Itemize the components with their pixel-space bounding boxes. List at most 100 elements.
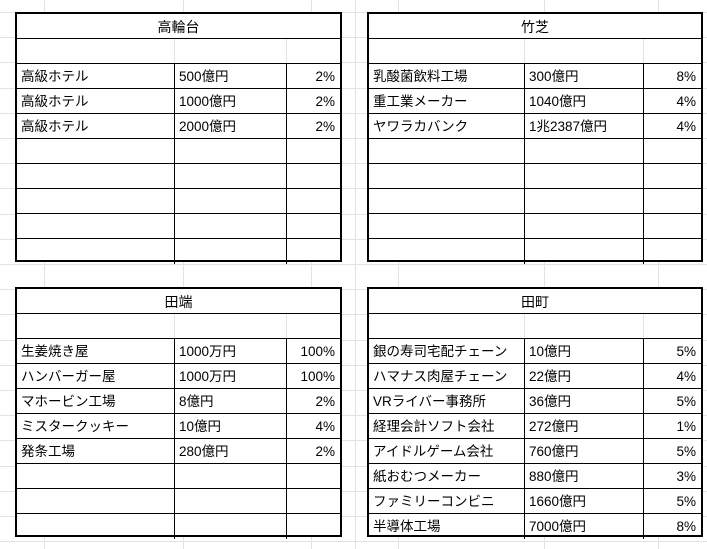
cell-business-name[interactable]	[369, 139, 525, 163]
cell-percent[interactable]: 5%	[676, 343, 696, 359]
cell-amount[interactable]: 880億円	[525, 464, 644, 488]
cell-business-name[interactable]: VRライバー事務所	[369, 389, 525, 413]
cell-business-name[interactable]: マホービン工場	[17, 389, 175, 413]
cell-percent[interactable]: 5%	[676, 493, 696, 509]
cell-amount[interactable]	[525, 164, 644, 188]
cell-percent[interactable]	[644, 164, 701, 188]
cell-amount[interactable]: 760億円	[525, 439, 644, 463]
cell-business-name[interactable]: 高級ホテル	[17, 64, 175, 88]
cell-amount[interactable]: 1660億円	[525, 489, 644, 513]
cell-business-name[interactable]: ハンバーガー屋	[17, 364, 175, 388]
cell-amount[interactable]	[525, 214, 644, 238]
cell-amount[interactable]: 1040億円	[525, 89, 644, 113]
cell-business-name[interactable]: ハマナス肉屋チェーン	[369, 364, 525, 388]
cell-percent[interactable]	[287, 489, 340, 513]
cell-amount[interactable]: 500億円	[175, 64, 287, 88]
spacer-cell[interactable]	[525, 314, 644, 338]
cell-business-name[interactable]: 銀の寿司宅配チェーン	[369, 339, 525, 363]
spacer-cell[interactable]	[525, 39, 644, 63]
spacer-cell[interactable]	[17, 314, 175, 338]
cell-percent[interactable]: 4%	[676, 118, 696, 134]
cell-business-name[interactable]: 乳酸菌飲料工場	[369, 64, 525, 88]
cell-business-name[interactable]	[17, 239, 175, 264]
table-header-row[interactable]: 田端	[17, 289, 340, 314]
cell-percent[interactable]: 5%	[676, 393, 696, 409]
spacer-cell[interactable]	[175, 314, 287, 338]
cell-amount[interactable]: 7000億円	[525, 514, 644, 539]
cell-business-name[interactable]: ファミリーコンビニ	[369, 489, 525, 513]
spacer-cell[interactable]	[175, 39, 287, 63]
cell-business-name[interactable]	[17, 164, 175, 188]
cell-percent[interactable]	[287, 139, 340, 163]
cell-percent[interactable]: 8%	[676, 68, 696, 84]
spacer-cell[interactable]	[644, 39, 701, 63]
cell-amount[interactable]: 36億円	[525, 389, 644, 413]
cell-business-name[interactable]	[17, 139, 175, 163]
cell-amount[interactable]	[175, 214, 287, 238]
cell-percent[interactable]	[287, 214, 340, 238]
cell-amount[interactable]	[175, 239, 287, 264]
cell-amount[interactable]	[525, 189, 644, 213]
cell-percent[interactable]	[287, 164, 340, 188]
cell-percent[interactable]: 4%	[315, 418, 335, 434]
cell-percent[interactable]: 2%	[315, 118, 335, 134]
cell-amount[interactable]: 1兆2387億円	[525, 114, 644, 138]
cell-percent[interactable]	[287, 514, 340, 539]
cell-percent[interactable]	[287, 189, 340, 213]
table-header-row[interactable]: 田町	[369, 289, 701, 314]
cell-business-name[interactable]: ヤワラカバンク	[369, 114, 525, 138]
cell-amount[interactable]: 1000億円	[175, 89, 287, 113]
cell-percent[interactable]	[287, 239, 340, 264]
table-header-row[interactable]: 高輪台	[17, 14, 340, 39]
cell-amount[interactable]	[175, 164, 287, 188]
spacer-cell[interactable]	[287, 314, 340, 338]
cell-business-name[interactable]	[17, 489, 175, 513]
cell-percent[interactable]: 2%	[315, 393, 335, 409]
cell-percent[interactable]	[287, 464, 340, 488]
spacer-row[interactable]	[17, 39, 340, 64]
cell-business-name[interactable]: 半導体工場	[369, 514, 525, 539]
cell-business-name[interactable]: ミスタークッキー	[17, 414, 175, 438]
cell-business-name[interactable]	[369, 214, 525, 238]
spacer-row[interactable]	[17, 314, 340, 339]
cell-business-name[interactable]: 高級ホテル	[17, 89, 175, 113]
cell-percent[interactable]	[644, 189, 701, 213]
cell-amount[interactable]: 2000億円	[175, 114, 287, 138]
spacer-cell[interactable]	[644, 314, 701, 338]
spacer-cell[interactable]	[369, 314, 525, 338]
cell-percent[interactable]: 100%	[300, 368, 335, 384]
table-header-row[interactable]: 竹芝	[369, 14, 701, 39]
cell-amount[interactable]	[525, 139, 644, 163]
cell-business-name[interactable]: 高級ホテル	[17, 114, 175, 138]
cell-percent[interactable]: 100%	[300, 343, 335, 359]
cell-percent[interactable]: 2%	[315, 443, 335, 459]
cell-business-name[interactable]	[17, 514, 175, 539]
cell-business-name[interactable]	[369, 239, 525, 264]
cell-business-name[interactable]	[369, 164, 525, 188]
cell-amount[interactable]: 22億円	[525, 364, 644, 388]
cell-amount[interactable]	[175, 489, 287, 513]
cell-percent[interactable]	[644, 239, 701, 264]
cell-amount[interactable]: 300億円	[525, 64, 644, 88]
cell-business-name[interactable]: アイドルゲーム会社	[369, 439, 525, 463]
spacer-row[interactable]	[369, 39, 701, 64]
cell-business-name[interactable]	[17, 189, 175, 213]
cell-business-name[interactable]: 重工業メーカー	[369, 89, 525, 113]
cell-business-name[interactable]: 経理会計ソフト会社	[369, 414, 525, 438]
spacer-row[interactable]	[369, 314, 701, 339]
cell-percent[interactable]: 1%	[676, 418, 696, 434]
cell-percent[interactable]: 2%	[315, 93, 335, 109]
cell-business-name[interactable]: 生姜焼き屋	[17, 339, 175, 363]
cell-amount[interactable]	[175, 189, 287, 213]
cell-business-name[interactable]	[369, 189, 525, 213]
cell-percent[interactable]: 8%	[676, 519, 696, 535]
cell-amount[interactable]: 272億円	[525, 414, 644, 438]
cell-amount[interactable]: 10億円	[175, 414, 287, 438]
spacer-cell[interactable]	[17, 39, 175, 63]
cell-business-name[interactable]: 発条工場	[17, 439, 175, 463]
cell-amount[interactable]: 8億円	[175, 389, 287, 413]
cell-amount[interactable]: 1000万円	[175, 364, 287, 388]
cell-amount[interactable]: 280億円	[175, 439, 287, 463]
cell-percent[interactable]: 5%	[676, 443, 696, 459]
cell-business-name[interactable]: 紙おむつメーカー	[369, 464, 525, 488]
